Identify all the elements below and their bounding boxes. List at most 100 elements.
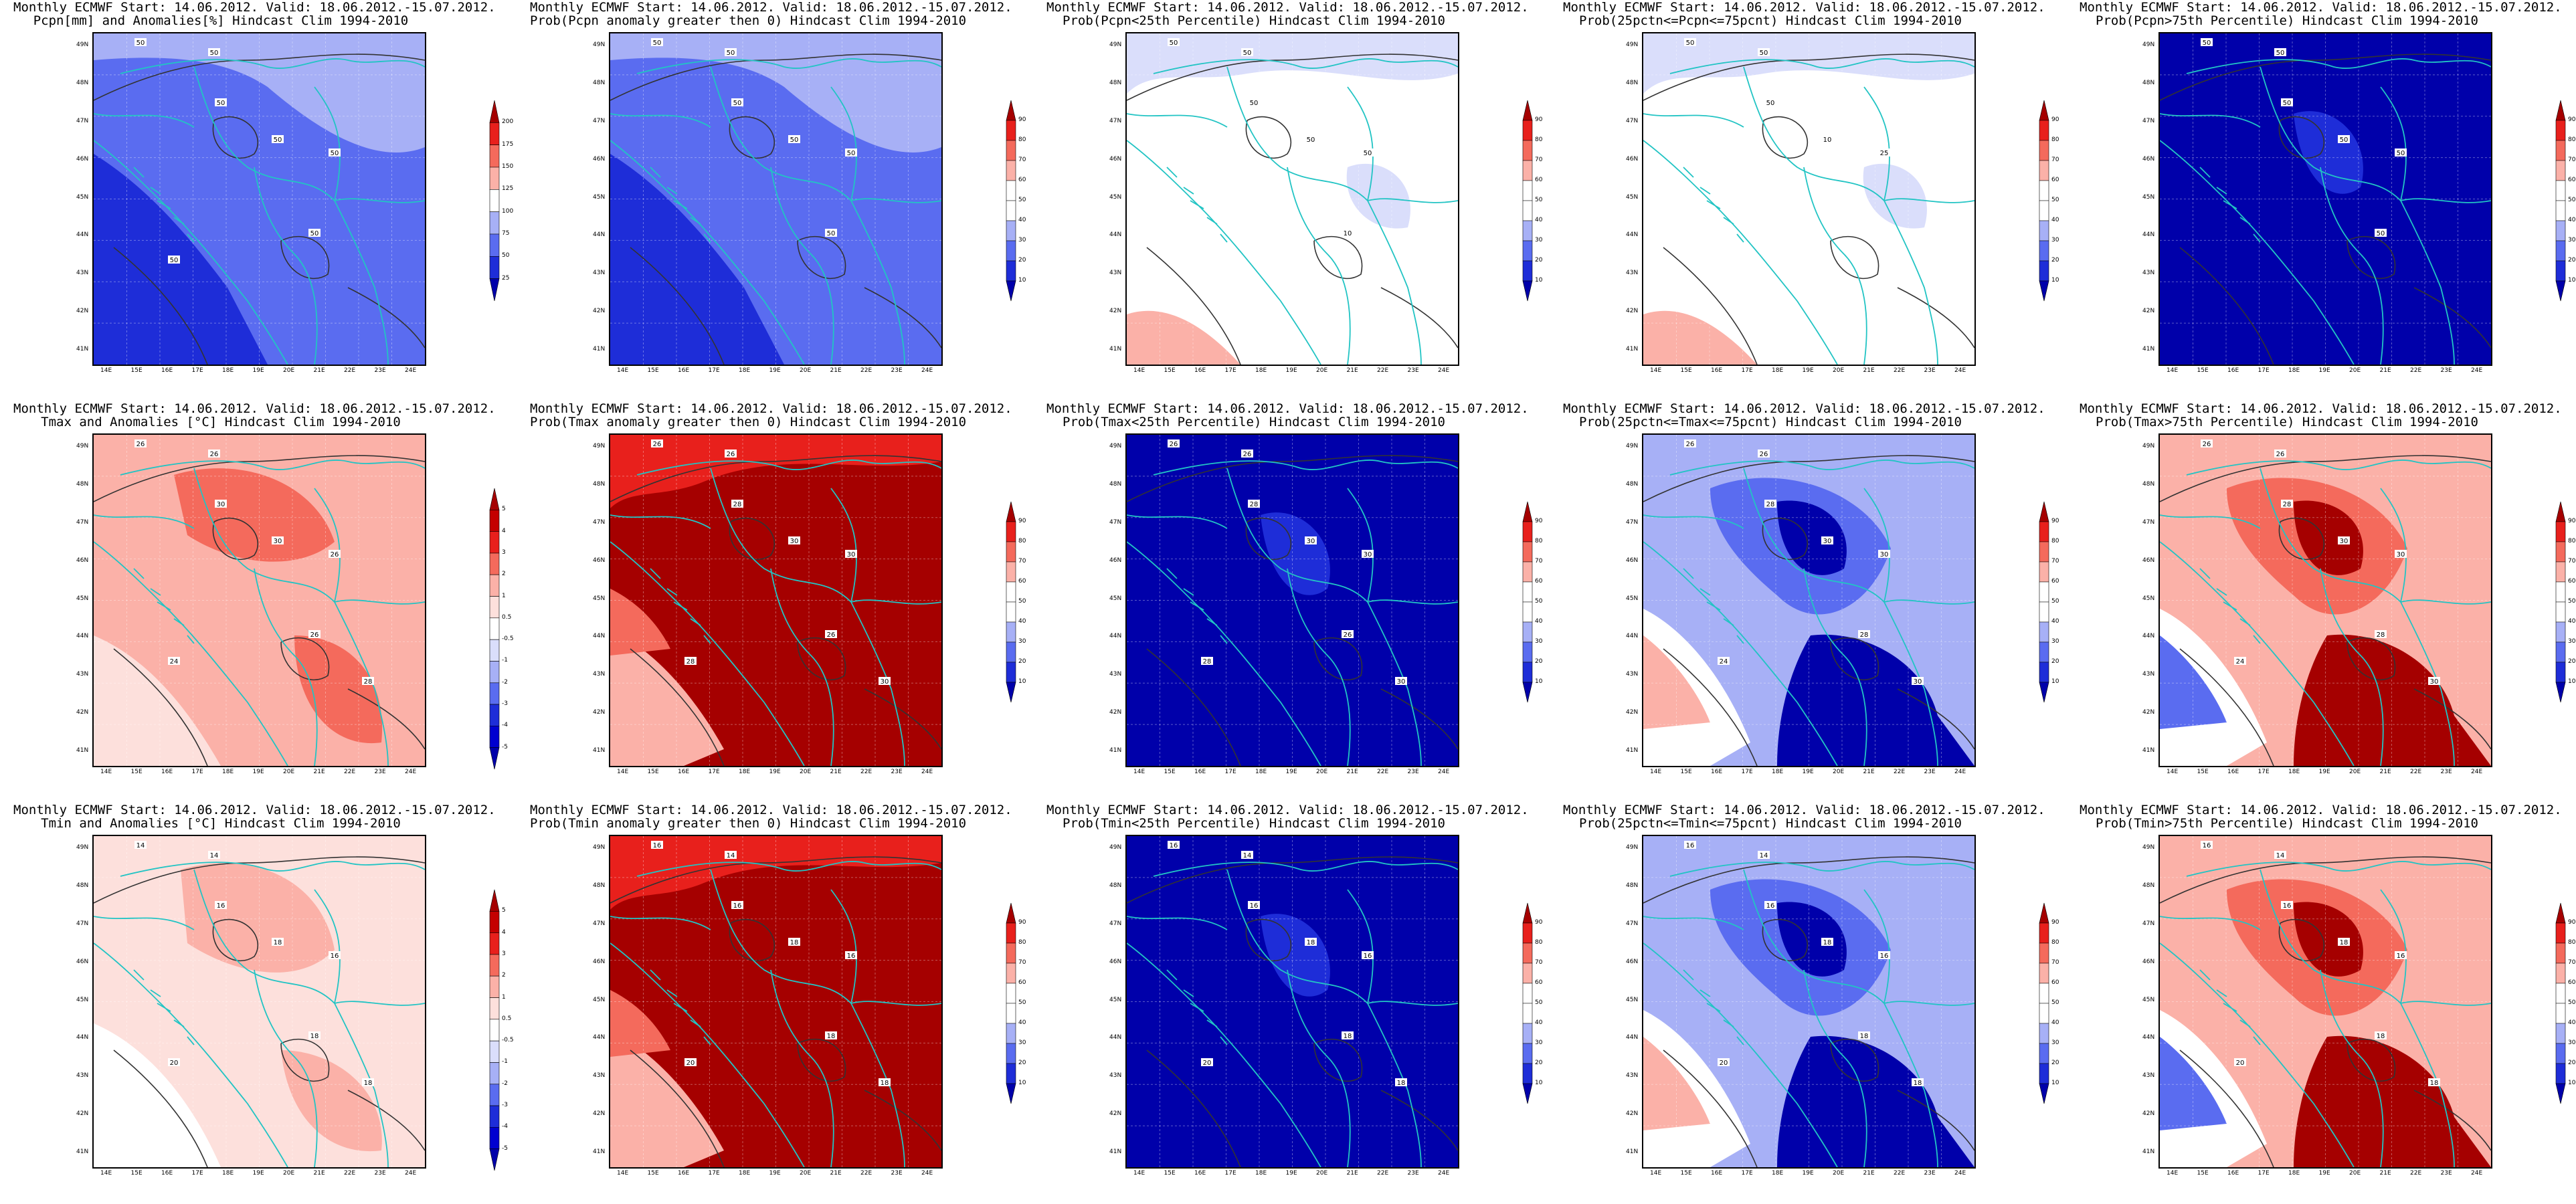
colorbar-tick-label: 60 (2051, 979, 2059, 986)
svg-text:50: 50 (1243, 49, 1252, 57)
lat-tick-label: 48N (593, 882, 606, 889)
lon-tick-label: 19E (2318, 769, 2330, 775)
lon-tick-label: 14E (2167, 367, 2179, 374)
colorbar-segment (2039, 922, 2049, 944)
lon-tick-label: 17E (2258, 769, 2270, 775)
lon-tick-label: 17E (708, 769, 720, 775)
contour-label: 50 (725, 48, 737, 57)
panel-title-line2: Prob(Tmin anomaly greater then 0) Hindca… (530, 816, 967, 831)
map-field: 50 50 50 50 50 50 50 (94, 33, 425, 365)
colorbar-segment (2555, 140, 2566, 161)
contour-label: 50 (168, 256, 180, 264)
colorbar-tick-label: 70 (1018, 558, 1026, 565)
lon-tick-label: 14E (2167, 769, 2179, 775)
lat-tick-label: 49N (2142, 443, 2155, 449)
lat-tick-label: 41N (1626, 346, 1639, 353)
lat-tick-label: 48N (2142, 882, 2155, 889)
colorbar-segment (2039, 120, 2049, 141)
lat-tick-label: 49N (76, 41, 89, 48)
colorbar-tick-label: 1 (502, 592, 506, 599)
svg-text:26: 26 (1760, 451, 1768, 458)
lat-tick-label: 42N (1109, 308, 1122, 315)
svg-text:50: 50 (274, 136, 282, 144)
colorbar-tick-label: 30 (2051, 638, 2059, 645)
contour-label: 50 (2281, 98, 2293, 107)
map-field: 16 14 16 18 16 18 20 18 (1127, 836, 1458, 1167)
lon-tick-label: 16E (1194, 769, 1206, 775)
lat-tick-label: 48N (593, 79, 606, 86)
panel-title-line1: Monthly ECMWF Start: 14.06.2012. Valid: … (13, 0, 496, 15)
svg-text:30: 30 (1397, 678, 1406, 686)
lat-tick-label: 46N (76, 958, 89, 965)
colorbar-segment (1522, 140, 1533, 161)
lon-tick-label: 16E (161, 769, 173, 775)
lon-tick-label: 17E (1224, 367, 1236, 374)
colorbar-segment (2039, 902, 2049, 924)
lon-tick-label: 23E (1407, 367, 1419, 374)
colorbar-tick-label: 80 (2051, 538, 2059, 544)
lon-tick-label: 17E (191, 1170, 203, 1177)
svg-text:16: 16 (1686, 842, 1695, 849)
colorbar-segment (2039, 160, 2049, 181)
contour-label: 50 (1758, 48, 1770, 57)
svg-text:18: 18 (1397, 1080, 1406, 1087)
contour-label: 28 (2281, 500, 2293, 508)
map-field: 26 26 28 30 30 28 24 30 (2160, 435, 2491, 766)
panel-title-line1: Monthly ECMWF Start: 14.06.2012. Valid: … (2080, 803, 2562, 817)
map-plot: 16 14 16 18 16 18 20 18 (1642, 835, 1976, 1169)
lon-tick-label: 23E (374, 367, 386, 374)
panel-title-line1: Monthly ECMWF Start: 14.06.2012. Valid: … (2080, 401, 2562, 416)
contour-label: 26 (1241, 449, 1253, 458)
colorbar-segment (1522, 581, 1533, 603)
svg-text:28: 28 (1766, 501, 1775, 508)
colorbar-tick-label: -1 (502, 657, 508, 664)
lon-tick-label: 14E (1133, 367, 1145, 374)
colorbar-tick-label: 10 (1018, 1080, 1026, 1086)
svg-text:26: 26 (310, 631, 319, 639)
contour-label: 26 (208, 449, 220, 458)
colorbar-segment (2039, 1063, 2049, 1084)
colorbar-tick-label: 70 (2051, 959, 2059, 966)
colorbar-segment (2555, 541, 2566, 563)
colorbar-segment (2039, 581, 2049, 603)
map-panel: Monthly ECMWF Start: 14.06.2012. Valid: … (2080, 0, 2576, 395)
svg-text:14: 14 (136, 842, 145, 849)
lon-tick-label: 18E (2288, 769, 2300, 775)
colorbar-tick-label: 30 (2568, 1039, 2576, 1046)
map-panel: Monthly ECMWF Start: 14.06.2012. Valid: … (530, 803, 1045, 1197)
lon-tick-label: 23E (374, 769, 386, 775)
lat-tick-label: 41N (1109, 747, 1122, 754)
colorbar-tick-label: 60 (1535, 578, 1543, 585)
lon-tick-label: 24E (405, 1170, 417, 1177)
svg-text:18: 18 (310, 1033, 319, 1040)
lat-tick-label: 49N (593, 443, 606, 449)
colorbar-segment (489, 704, 500, 726)
lat-tick-label: 47N (1626, 117, 1639, 124)
lon-tick-label: 19E (1285, 769, 1297, 775)
colorbar-segment (1006, 140, 1016, 161)
lon-tick-label: 17E (708, 367, 720, 374)
lat-tick-label: 49N (76, 844, 89, 851)
lon-tick-label: 20E (2349, 769, 2361, 775)
lon-tick-label: 21E (830, 769, 842, 775)
lat-tick-label: 41N (76, 1148, 89, 1155)
colorbar-tick-label: 40 (1535, 1019, 1543, 1026)
colorbar-tick-label: 10 (2568, 1080, 2576, 1086)
svg-text:50: 50 (847, 150, 856, 157)
colorbar-tick-label: 60 (2051, 177, 2059, 183)
colorbar-tick-label: 50 (2568, 197, 2576, 203)
colorbar-tick-label: 10 (2568, 678, 2576, 685)
colorbar-segment (2555, 641, 2566, 663)
colorbar-tick-label: 20 (2568, 658, 2576, 665)
colorbar-segment (2555, 1063, 2566, 1084)
colorbar-segment (1006, 541, 1016, 563)
colorbar-segment (2039, 641, 2049, 663)
svg-text:16: 16 (2203, 842, 2211, 849)
contour-label: 30 (788, 536, 800, 545)
lon-tick-label: 16E (2227, 1170, 2239, 1177)
lat-tick-label: 43N (593, 671, 606, 678)
svg-text:50: 50 (2397, 150, 2405, 157)
svg-text:25: 25 (1880, 150, 1889, 157)
lat-tick-label: 48N (1109, 79, 1122, 86)
colorbar-tick-label: 60 (1535, 177, 1543, 183)
